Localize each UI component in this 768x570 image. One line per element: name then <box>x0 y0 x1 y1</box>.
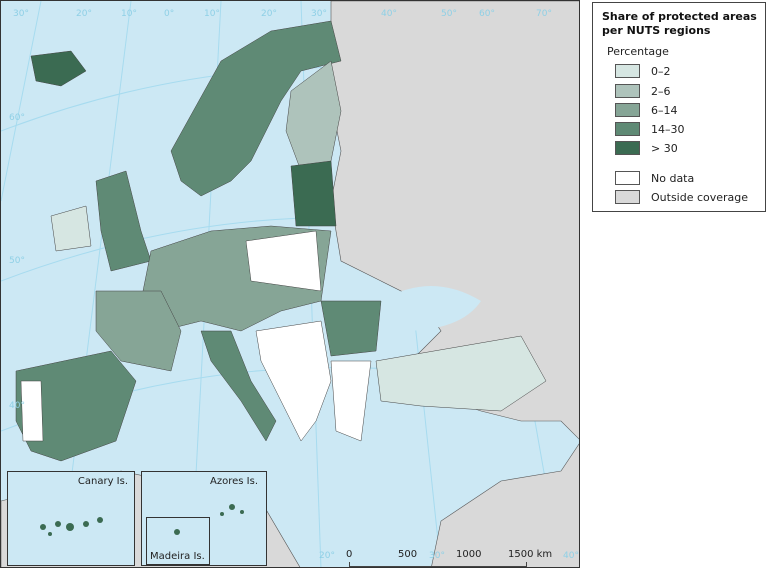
graticule-label: 50° <box>9 256 25 266</box>
legend-item: 0–2 <box>615 64 671 78</box>
legend-item: 6–14 <box>615 103 678 117</box>
scale-tick: 1000 <box>456 549 482 560</box>
region-turkey <box>375 335 547 412</box>
graticule-label: 40° <box>563 551 579 561</box>
graticule-label: 0° <box>164 9 175 19</box>
legend-item: 14–30 <box>615 122 685 136</box>
graticule-label: 30° <box>429 551 445 561</box>
region-france <box>95 290 182 372</box>
legend-subtitle: Percentage <box>607 45 669 58</box>
region-iberia <box>15 350 137 462</box>
graticule-label: 50° <box>441 9 457 19</box>
scale-tick: 500 <box>398 549 418 560</box>
region-baltics <box>290 160 337 227</box>
inset-label: Madeira Is. <box>150 551 205 562</box>
legend: Share of protected areas per NUTS region… <box>592 2 766 212</box>
inset-madeira: Madeira Is. <box>146 517 210 565</box>
graticule-label: 20° <box>76 9 92 19</box>
scale-tick: 0 <box>346 549 353 560</box>
graticule-label: 30° <box>311 9 327 19</box>
graticule-label: 10° <box>204 9 220 19</box>
legend-item: > 30 <box>615 141 678 155</box>
region-balkans <box>255 320 332 442</box>
inset-label: Azores Is. <box>210 476 258 487</box>
nuts-regions <box>15 20 547 462</box>
region-iceland <box>30 50 87 87</box>
region-romania <box>320 300 382 357</box>
inset-azores: Azores Is. Madeira Is. <box>141 471 267 566</box>
region-great-britain <box>95 170 152 272</box>
region-ireland <box>50 205 92 252</box>
graticule-label: 60° <box>9 113 25 123</box>
scale-tick: 1500 <box>508 549 534 560</box>
legend-title: Share of protected areas per NUTS region… <box>602 10 757 37</box>
graticule-label: 70° <box>536 9 552 19</box>
graticule-label: 10° <box>121 9 137 19</box>
graticule-label: 30° <box>13 9 29 19</box>
graticule-label: 20° <box>261 9 277 19</box>
legend-item: No data <box>615 171 694 185</box>
region-italy <box>200 330 277 442</box>
graticule-label: 20° <box>319 551 335 561</box>
legend-item: Outside coverage <box>615 190 748 204</box>
region-poland <box>245 230 322 292</box>
region-greece <box>330 360 372 442</box>
region-portugal <box>20 380 44 442</box>
scale-unit: km <box>536 549 553 560</box>
graticule-label: 40° <box>9 401 25 411</box>
black-sea <box>381 286 481 331</box>
graticule-label: 60° <box>479 9 495 19</box>
graticule-label: 40° <box>381 9 397 19</box>
outside-coverage-land <box>330 1 579 567</box>
map[interactable]: 30° 20° 10° 0° 10° 20° 30° 40° 50° 60° 7… <box>0 0 580 568</box>
legend-item: 2–6 <box>615 84 671 98</box>
inset-canary: Canary Is. <box>7 471 135 566</box>
region-scandinavia <box>170 20 342 197</box>
inset-label: Canary Is. <box>77 476 128 487</box>
